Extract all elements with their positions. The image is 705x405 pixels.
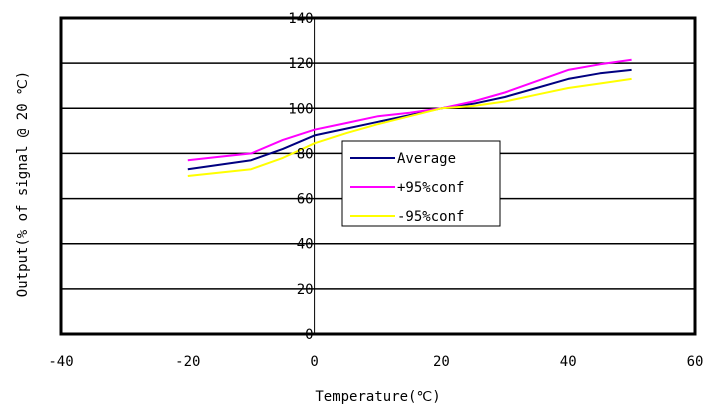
y-tick-label: 120 bbox=[288, 56, 313, 72]
y-tick-label: 60 bbox=[297, 192, 314, 208]
x-axis-label: Temperature(℃) bbox=[315, 389, 440, 405]
y-axis-label: Output(% of signal @ 20 ℃) bbox=[15, 71, 31, 297]
plot-frame bbox=[59, 16, 697, 336]
legend-label: Average bbox=[397, 151, 456, 167]
legend-label: -95%conf bbox=[397, 209, 464, 225]
legend-box bbox=[341, 140, 501, 227]
y-tick-label: 80 bbox=[297, 146, 314, 162]
series-group bbox=[187, 58, 632, 177]
legend: Average +95%conf -95%conf bbox=[341, 140, 501, 227]
series-line-average bbox=[187, 68, 632, 171]
y-tick-label: 100 bbox=[288, 101, 313, 117]
x-tick-label: 20 bbox=[433, 354, 450, 370]
x-tick-label: 0 bbox=[310, 354, 318, 370]
x-tick-label: -40 bbox=[48, 354, 73, 370]
y-tick-label: 0 bbox=[305, 327, 313, 343]
series-line--95-conf bbox=[187, 77, 632, 177]
x-tick-label: 40 bbox=[560, 354, 577, 370]
y-tick-label: 20 bbox=[297, 282, 314, 298]
y-tick-label: 140 bbox=[288, 11, 313, 27]
x-tick-label: -20 bbox=[175, 354, 200, 370]
y-tick-labels: 0 20 40 60 80 100 120 140 bbox=[288, 11, 313, 343]
x-tick-label: 60 bbox=[687, 354, 704, 370]
series-line--95-conf bbox=[187, 58, 632, 162]
x-tick-labels: -40 -20 0 20 40 60 bbox=[48, 354, 703, 370]
legend-label: +95%conf bbox=[397, 180, 464, 196]
y-tick-label: 40 bbox=[297, 237, 314, 253]
